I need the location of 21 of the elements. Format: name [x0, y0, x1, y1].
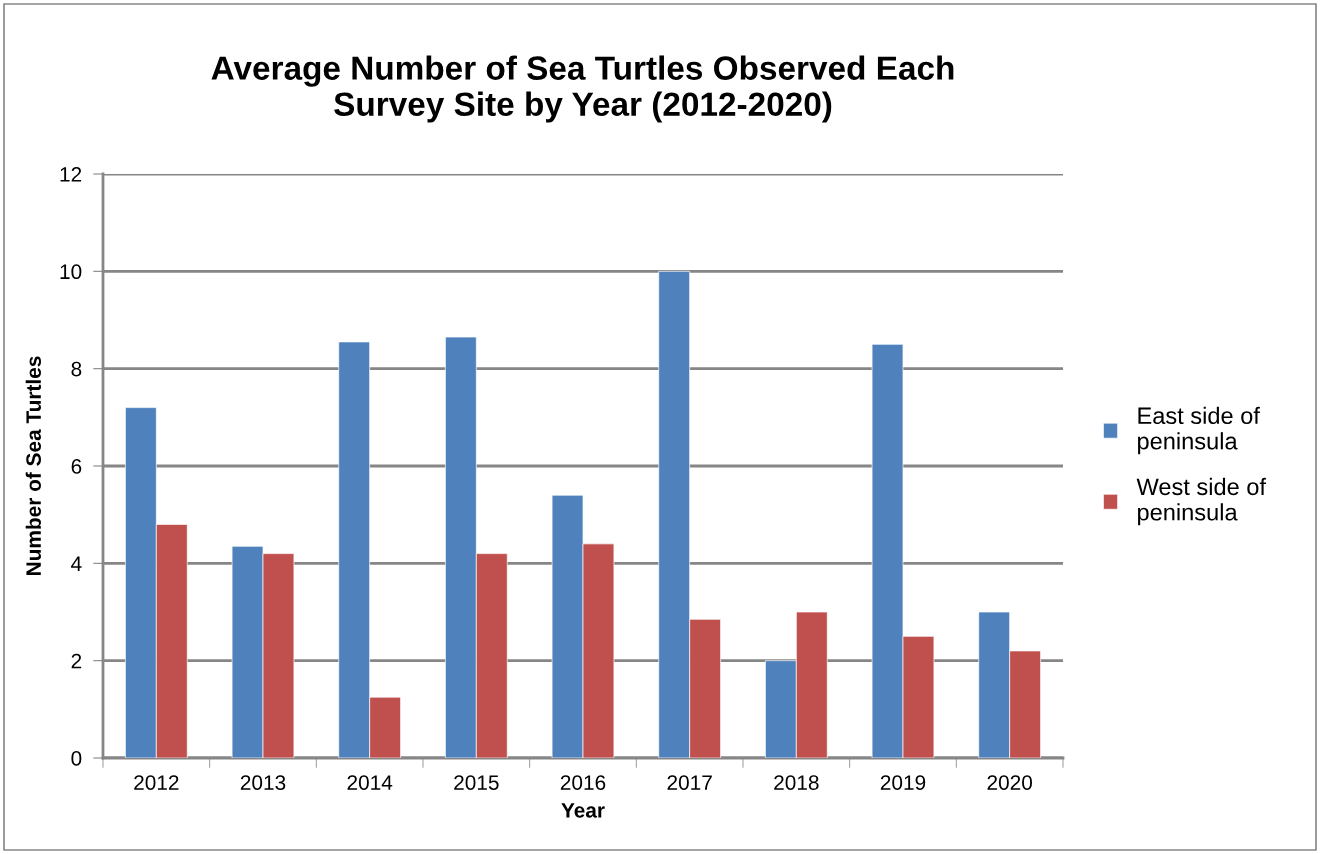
y-tick-label: 10 [60, 264, 82, 280]
y-tick-label: 8 [71, 361, 82, 377]
x-tick-label: 2019 [880, 775, 926, 790]
x-axis-title: Year [561, 803, 605, 818]
x-tick-label: 2018 [774, 775, 819, 790]
x-tick-label: 2015 [454, 775, 499, 790]
y-axis-title: Number of Sea Turtles [25, 356, 41, 575]
y-tick-label: 6 [71, 459, 82, 474]
chart-title: Average Number of Sea Turtles Observed Each Survey Site by Year (2012-2020) [211, 55, 954, 123]
y-tick-label: 4 [71, 556, 82, 571]
x-tick-label: 2014 [347, 775, 393, 790]
legend-label: East side of peninsula [1138, 406, 1260, 455]
y-tick-label: 0 [71, 751, 82, 766]
x-tick-label: 2013 [240, 775, 286, 790]
y-tick-label: 2 [71, 653, 82, 669]
x-tick-label: 2017 [667, 775, 712, 790]
legend-label: West side of peninsula [1136, 477, 1267, 526]
x-tick-label: 2012 [134, 775, 179, 790]
x-tick-label: 2020 [987, 775, 1033, 790]
y-tick-label: 12 [60, 167, 82, 182]
x-tick-label: 2016 [560, 775, 606, 790]
